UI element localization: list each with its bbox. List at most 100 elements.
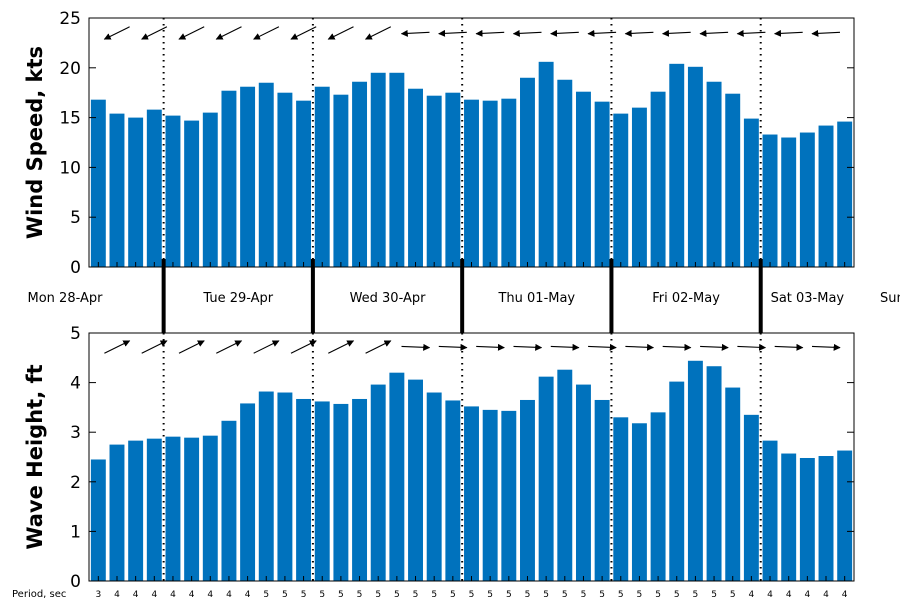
period-value: 4 — [226, 590, 232, 600]
wind-direction-arrow — [587, 29, 617, 37]
y-tick-label: 25 — [59, 9, 81, 29]
wind-bar — [426, 95, 442, 267]
y-tick-label: 5 — [70, 324, 81, 344]
wind-bar — [221, 90, 237, 268]
wind-bar — [762, 134, 778, 267]
wave-direction-arrow — [401, 343, 431, 351]
wind-bar — [314, 86, 330, 267]
period-value: 5 — [431, 590, 437, 600]
wind-direction-arrow — [438, 29, 467, 37]
y-tick-label: 2 — [70, 473, 81, 493]
period-value: 4 — [189, 590, 195, 600]
wave-bar — [799, 457, 815, 581]
wave-direction-arrow — [253, 340, 280, 354]
period-value: 5 — [562, 590, 568, 600]
wave-bar — [352, 398, 368, 581]
wave-bar — [389, 372, 405, 581]
wind-bar — [370, 72, 386, 267]
wind-direction-arrow — [811, 29, 841, 37]
wave-bar — [650, 412, 666, 581]
wind-bar — [445, 92, 461, 267]
period-value: 5 — [263, 590, 269, 600]
day-label: Thu 01-May — [497, 291, 575, 306]
period-value: 5 — [282, 590, 288, 600]
day-label: Mon 28-Apr — [28, 291, 104, 306]
period-value: 4 — [767, 590, 773, 600]
wind-direction-arrow — [699, 29, 729, 37]
wind-bar — [389, 72, 405, 267]
day-label: Sat 03-May — [771, 291, 845, 306]
wave-bar — [482, 409, 498, 581]
period-value: 5 — [301, 590, 307, 600]
wave-direction-arrow — [290, 340, 317, 354]
period-value: 5 — [319, 590, 325, 600]
period-value: 4 — [207, 590, 213, 600]
period-value: 5 — [693, 590, 699, 600]
wave-direction-arrow — [588, 343, 617, 351]
wave-bar — [837, 450, 853, 581]
wave-bar — [706, 366, 722, 581]
wind-bar — [650, 91, 666, 267]
wave-direction-arrow — [476, 343, 505, 351]
wave-bar — [669, 381, 685, 581]
period-label: Period, sec — [12, 589, 66, 600]
wind-direction-arrow — [550, 29, 579, 37]
wave-bar — [538, 376, 554, 581]
wind-bar — [352, 81, 368, 268]
day-label: Sun — [880, 291, 900, 306]
wind-bar — [557, 79, 573, 267]
period-value: 5 — [618, 590, 624, 600]
wind-bar — [184, 120, 200, 267]
wave-direction-arrow — [141, 340, 168, 354]
period-value: 5 — [394, 590, 400, 600]
wave-bar — [221, 420, 237, 581]
wave-bar — [165, 436, 181, 581]
period-value: 4 — [823, 590, 829, 600]
wave-bar — [258, 391, 274, 581]
period-value: 5 — [357, 590, 363, 600]
wave-bar — [631, 423, 647, 581]
y-tick-label: 1 — [70, 522, 81, 542]
wind-direction-arrow — [736, 29, 766, 37]
wind-direction-arrow — [178, 26, 205, 40]
period-value: 4 — [170, 590, 176, 600]
day-label: Tue 29-Apr — [202, 291, 273, 306]
wind-bar — [109, 113, 125, 268]
wave-bar — [146, 438, 162, 581]
period-value: 3 — [95, 590, 101, 600]
wind-bar — [296, 100, 312, 267]
wind-bar — [725, 93, 741, 267]
wind-bar — [687, 66, 703, 267]
period-value: 4 — [151, 590, 157, 600]
wind-bar — [837, 121, 853, 267]
wind-direction-arrow — [624, 29, 654, 37]
wave-direction-arrow — [700, 343, 729, 351]
y-axis-label: Wind Speed, kts — [23, 46, 47, 239]
wind-bar — [613, 113, 629, 268]
wave-direction-arrow — [662, 343, 692, 351]
y-tick-label: 10 — [59, 158, 81, 178]
wind-direction-arrow — [103, 26, 130, 40]
period-value: 4 — [114, 590, 120, 600]
y-tick-label: 20 — [59, 59, 81, 79]
wind-bar — [538, 61, 554, 267]
wave-bar — [370, 384, 386, 581]
wave-bar — [202, 435, 218, 581]
period-value: 5 — [375, 590, 381, 600]
wave-bar — [109, 444, 125, 581]
wave-bar — [501, 410, 517, 581]
wind-direction-arrow — [215, 26, 242, 40]
wave-direction-arrow — [774, 343, 804, 351]
wave-direction-arrow — [811, 343, 841, 351]
wave-bar — [333, 403, 349, 581]
wave-bar — [687, 360, 703, 581]
wind-bar — [743, 118, 759, 267]
period-value: 4 — [786, 590, 792, 600]
period-value: 4 — [842, 590, 848, 600]
wind-direction-arrow — [290, 26, 317, 40]
wave-bar — [408, 379, 423, 581]
period-value: 5 — [506, 590, 512, 600]
period-value: 5 — [674, 590, 680, 600]
wave-direction-arrow — [550, 343, 580, 351]
